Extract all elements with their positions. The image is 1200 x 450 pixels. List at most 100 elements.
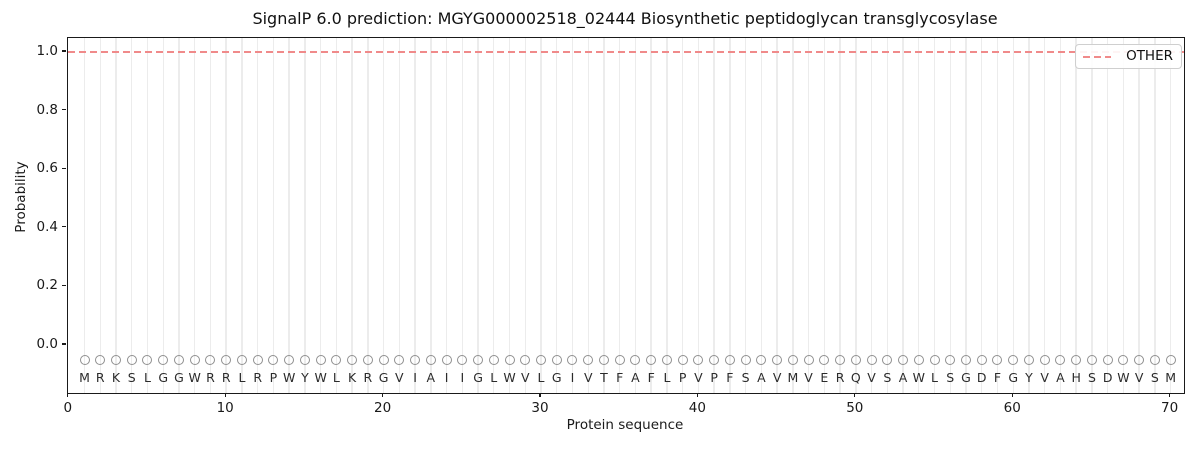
residue-letter: H: [1071, 370, 1081, 386]
residue-letter: L: [931, 370, 938, 386]
residue-label-O-marker: [1118, 354, 1129, 365]
gridline: [1091, 38, 1093, 393]
gridline: [477, 38, 479, 393]
x-tick-label: 20: [374, 400, 392, 416]
gridline: [918, 38, 920, 393]
gridline: [1028, 38, 1030, 393]
residue-label-O-marker: [598, 354, 609, 365]
gridline: [855, 38, 857, 393]
residue-letter: K: [348, 370, 357, 386]
residue-letter: M: [787, 370, 799, 386]
residue-label-O-marker: [1134, 354, 1145, 365]
residue-letter: F: [616, 370, 624, 386]
y-tick-mark: [62, 226, 66, 228]
gridline: [981, 38, 983, 393]
residue-letter: L: [144, 370, 151, 386]
residue-label-O-marker: [536, 354, 546, 365]
gridline: [225, 38, 227, 393]
residue-letter: S: [1087, 370, 1096, 386]
gridline: [162, 38, 164, 393]
gridline: [996, 38, 999, 393]
gridline: [1169, 38, 1172, 393]
residue-letter: E: [820, 370, 829, 386]
gridline: [933, 38, 936, 393]
residue-label-O-marker: [410, 354, 421, 365]
x-tick-label: 30: [531, 400, 549, 416]
residue-letter: L: [332, 370, 340, 386]
residue-label-O-marker: [709, 354, 720, 365]
gridline: [949, 38, 951, 393]
x-tick-label: 0: [63, 400, 73, 416]
residue-letter: R: [95, 370, 105, 386]
residue-label-O-marker: [111, 354, 121, 365]
x-tick-label: 40: [688, 400, 706, 416]
residue-label-O-marker: [158, 354, 169, 365]
gridline: [304, 38, 306, 393]
residue-label-O-marker: [252, 354, 263, 365]
residue-letter: G: [158, 370, 169, 386]
gridline: [1138, 38, 1140, 393]
gridline: [1043, 38, 1046, 393]
residue-letter: S: [1150, 370, 1159, 386]
residue-label-O-marker: [1039, 354, 1050, 365]
residue-letter: L: [537, 370, 545, 386]
residue-label-O-marker: [347, 354, 358, 365]
residue-letter: R: [221, 370, 231, 386]
residue-label-O-marker: [315, 354, 326, 365]
residue-letter: F: [726, 370, 734, 386]
residue-letter: A: [898, 370, 908, 386]
gridline: [1154, 38, 1156, 393]
gridline: [272, 38, 275, 393]
gridline: [902, 38, 904, 393]
gridline: [461, 38, 463, 393]
residue-label-O-marker: [488, 354, 499, 365]
gridline: [587, 38, 589, 393]
residue-label-O-marker: [268, 354, 279, 365]
residue-letter: W: [188, 370, 201, 386]
residue-label-O-marker: [1023, 354, 1034, 365]
residue-letter: G: [473, 370, 483, 386]
residue-label-O-marker: [614, 354, 625, 365]
residue-letter: R: [253, 370, 263, 386]
residue-label-O-marker: [1102, 354, 1113, 365]
residue-label-O-marker: [551, 354, 562, 365]
x-tick-label: 10: [216, 400, 234, 416]
residue-letter: S: [127, 370, 136, 386]
x-tick-mark: [539, 393, 541, 397]
gridline: [571, 38, 574, 393]
residue-letter: W: [282, 370, 296, 386]
residue-letter: W: [1117, 370, 1130, 386]
x-tick-mark: [696, 393, 698, 397]
residue-letter: W: [503, 370, 516, 386]
residue-letter: V: [395, 370, 404, 386]
residue-label-O-marker: [913, 354, 924, 365]
y-tick-label: 0.4: [36, 218, 58, 235]
gridline: [650, 38, 652, 393]
residue-letter: T: [600, 370, 608, 386]
gridline: [666, 38, 668, 393]
y-tick-mark: [62, 50, 66, 52]
gridline: [870, 38, 873, 393]
residue-label-O-marker: [1055, 354, 1066, 365]
gridline: [430, 38, 432, 393]
gridline: [619, 38, 621, 393]
residue-label-O-marker: [866, 354, 877, 365]
residue-letter: I: [444, 370, 449, 386]
residue-label-O-marker: [850, 354, 861, 365]
x-tick-mark: [854, 393, 856, 397]
residue-letter: L: [663, 370, 671, 386]
residue-label-O-marker: [787, 354, 798, 365]
residue-letter: A: [631, 370, 640, 386]
y-tick-label: 0.6: [36, 160, 58, 177]
residue-label-O-marker: [221, 354, 232, 365]
gridline: [634, 38, 637, 393]
residue-letter: V: [520, 370, 530, 386]
residue-letter: A: [757, 370, 766, 386]
residue-label-O-marker: [661, 354, 672, 365]
residue-label-O-marker: [976, 354, 987, 365]
y-tick-label: 0.2: [36, 277, 58, 294]
gridline: [493, 38, 495, 393]
residue-letter: I: [570, 370, 575, 386]
chart-title: SignalP 6.0 prediction: MGYG000002518_02…: [252, 9, 998, 28]
